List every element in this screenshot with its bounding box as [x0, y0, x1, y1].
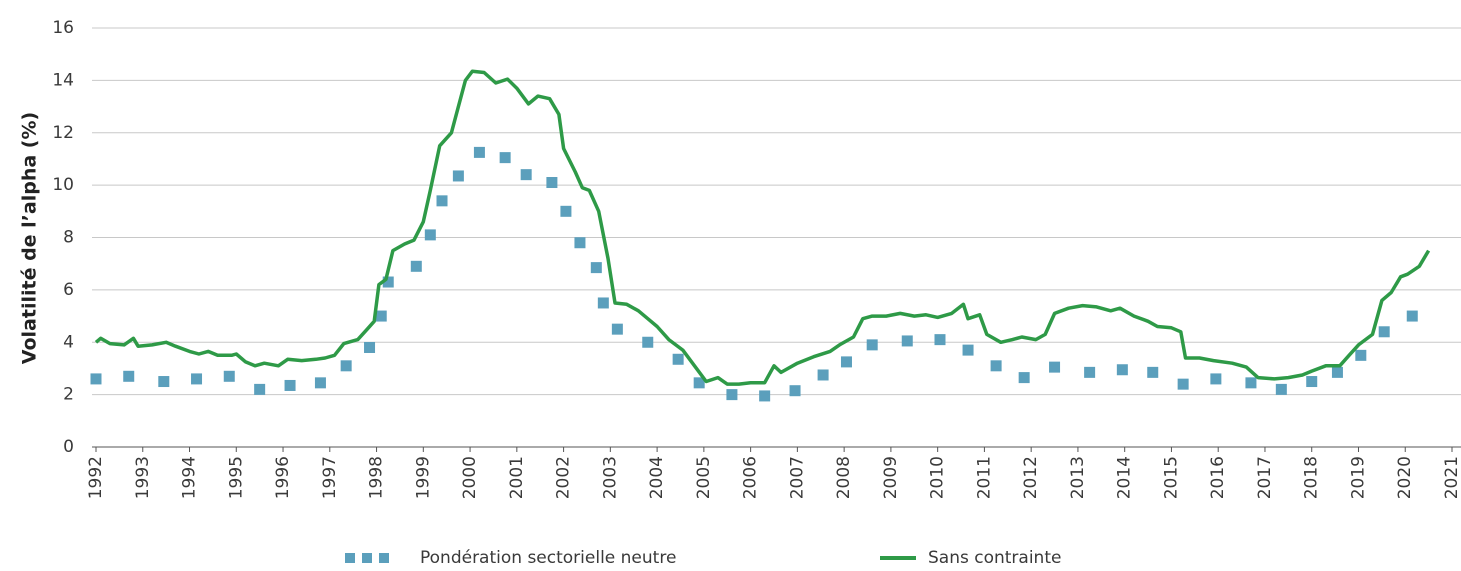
x-tick-label: 1996: [273, 456, 293, 499]
point: [934, 334, 946, 346]
point: [1018, 372, 1030, 384]
legend-swatch: [345, 553, 355, 563]
x-tick-label: 2012: [1021, 456, 1041, 499]
y-tick-label: 2: [63, 385, 74, 405]
point: [726, 389, 738, 401]
point: [424, 229, 436, 241]
legend-swatch: [362, 553, 372, 563]
legend-swatch: [379, 553, 389, 563]
point: [990, 360, 1002, 372]
point: [546, 177, 558, 189]
x-tick-label: 2019: [1348, 456, 1368, 499]
point: [789, 385, 801, 397]
point: [759, 390, 771, 402]
x-tick-label: 2004: [647, 456, 667, 499]
point: [1177, 378, 1189, 390]
x-tick-label: 2016: [1208, 456, 1228, 499]
point: [375, 310, 387, 322]
point: [223, 370, 235, 382]
legend-label: Pondération sectorielle neutre: [420, 548, 676, 568]
point: [340, 360, 352, 372]
point: [1049, 361, 1061, 373]
line: [94, 69, 1431, 386]
point: [1306, 376, 1318, 388]
y-tick-label: 10: [52, 175, 74, 195]
y-tick-label: 0: [63, 437, 74, 457]
point: [1210, 373, 1222, 385]
point: [473, 146, 485, 158]
point: [1116, 364, 1128, 376]
x-tick-label: 2014: [1115, 456, 1135, 499]
point: [520, 169, 532, 181]
x-tick-label: 2017: [1255, 456, 1275, 499]
x-tick-label: 2011: [974, 456, 994, 499]
x-tick-label: 1999: [413, 456, 433, 499]
y-tick-label: 12: [52, 123, 74, 143]
x-tick-label: 2001: [507, 456, 527, 499]
point: [597, 297, 609, 309]
point: [642, 336, 654, 348]
x-tick-label: 2020: [1395, 456, 1415, 499]
x-tick-label: 1994: [180, 456, 200, 499]
x-tick-label: 1993: [133, 456, 153, 499]
point: [962, 344, 974, 356]
point: [284, 379, 296, 391]
point: [452, 170, 464, 182]
point: [574, 237, 586, 249]
point: [314, 377, 326, 389]
x-tick-label: 1997: [320, 456, 340, 499]
x-tick-label: 1995: [226, 456, 246, 499]
point: [410, 260, 422, 272]
point: [1378, 326, 1390, 338]
point: [1406, 310, 1418, 322]
point: [693, 377, 705, 389]
y-tick-label: 14: [52, 70, 74, 90]
point: [364, 341, 376, 353]
x-tick-label: 2006: [741, 456, 761, 499]
point: [123, 370, 135, 382]
legend-label: Sans contrainte: [928, 548, 1061, 568]
point: [254, 383, 266, 395]
point: [590, 262, 602, 274]
point: [817, 369, 829, 381]
point: [560, 205, 572, 217]
point: [1084, 366, 1096, 378]
point: [1355, 349, 1367, 361]
x-tick-label: 2010: [928, 456, 948, 499]
x-tick-label: 2008: [834, 456, 854, 499]
x-tick-label: 2018: [1302, 456, 1322, 499]
point: [382, 276, 394, 288]
point: [1331, 366, 1343, 378]
point: [90, 373, 102, 385]
y-tick-label: 6: [63, 280, 74, 300]
x-tick-label: 2021: [1442, 456, 1461, 499]
y-tick-label: 4: [63, 332, 74, 352]
x-tick-label: 2003: [600, 456, 620, 499]
point: [158, 376, 170, 388]
point: [1245, 377, 1257, 389]
point: [1147, 366, 1159, 378]
point: [499, 152, 511, 164]
x-tick-label: 2013: [1068, 456, 1088, 499]
point: [436, 195, 448, 207]
point: [901, 335, 913, 347]
y-tick-label: 16: [52, 18, 74, 38]
point: [191, 373, 203, 385]
y-tick-label: 8: [63, 228, 74, 248]
x-tick-label: 2002: [554, 456, 574, 499]
point: [866, 339, 878, 351]
point: [611, 323, 623, 335]
x-tick-label: 1998: [367, 456, 387, 499]
point: [1275, 383, 1287, 395]
point: [840, 356, 852, 368]
x-tick-label: 2000: [460, 456, 480, 499]
x-tick-label: 2007: [787, 456, 807, 499]
x-tick-label: 2005: [694, 456, 714, 499]
x-tick-label: 2009: [881, 456, 901, 499]
point: [672, 353, 684, 365]
x-tick-label: 2015: [1161, 456, 1181, 499]
x-tick-label: 1992: [86, 456, 106, 499]
y-axis-title: Volatilité de l’alpha (%): [19, 112, 41, 364]
